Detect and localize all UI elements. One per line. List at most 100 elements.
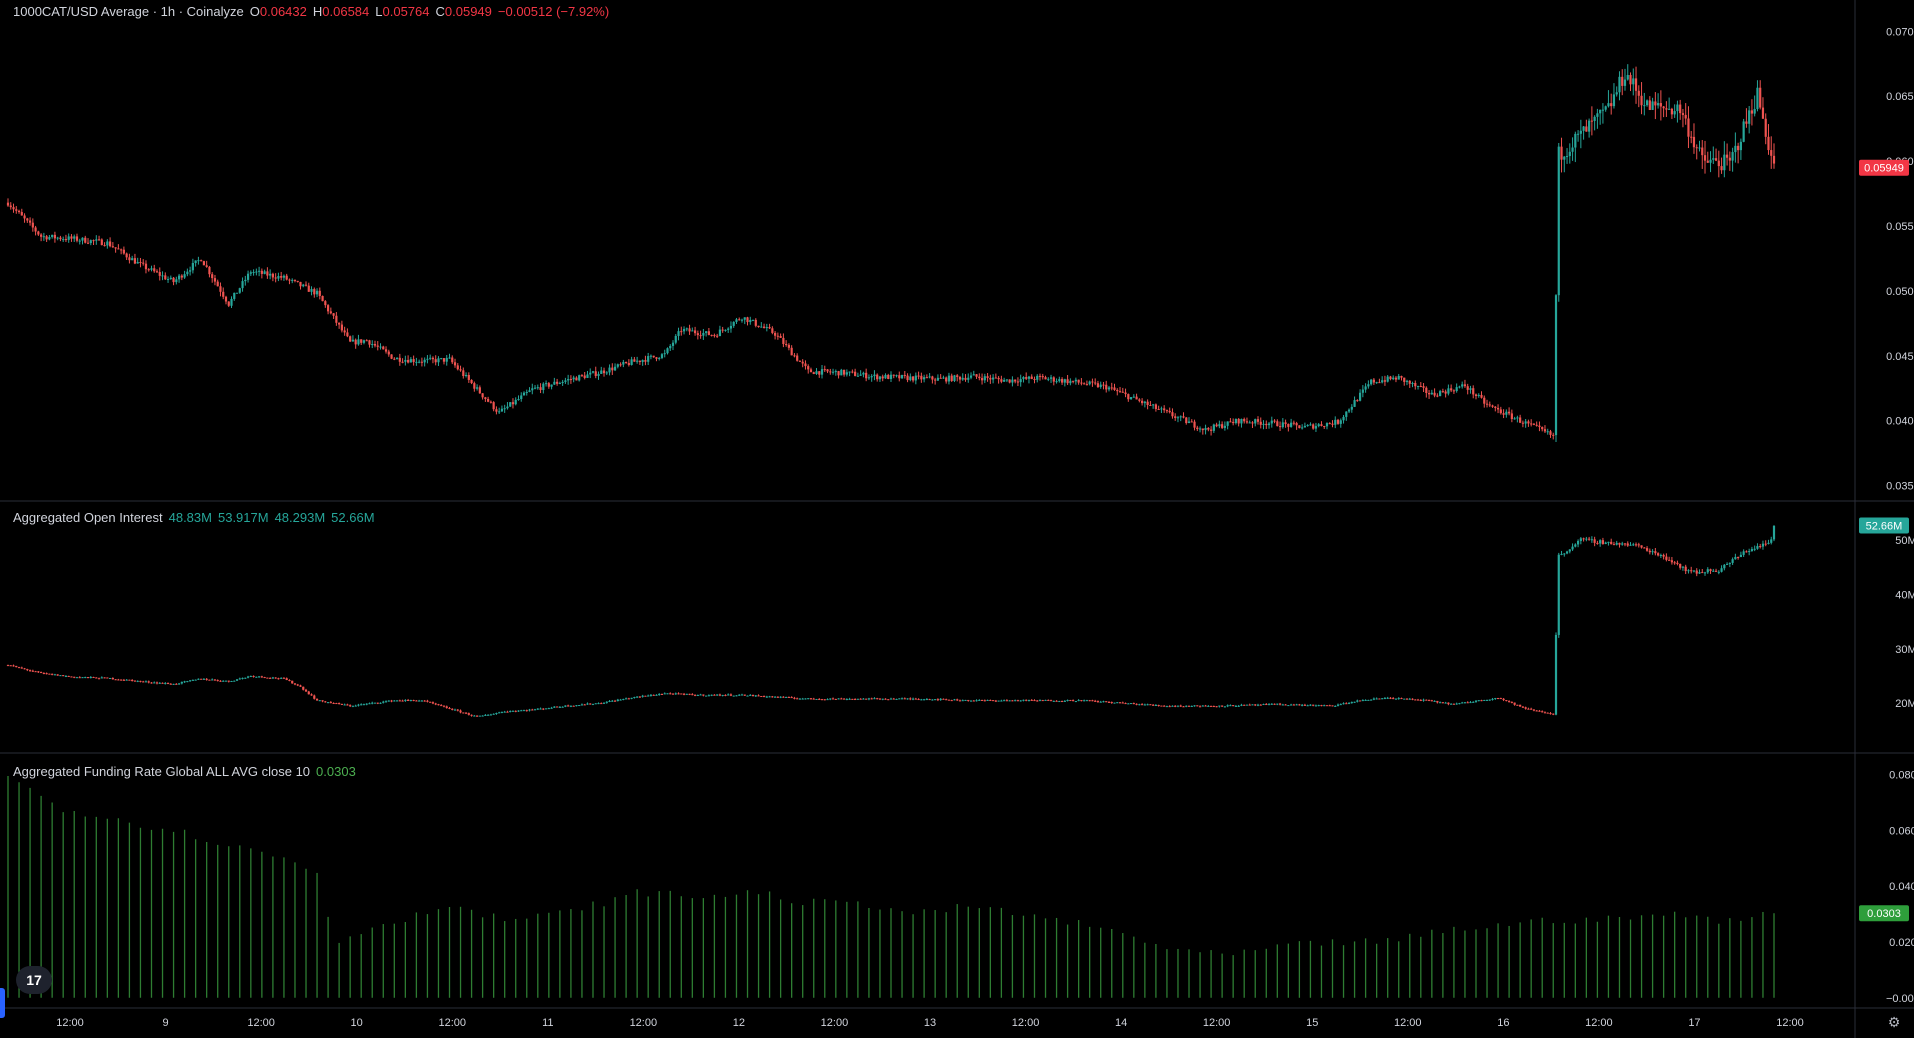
oi-candle xyxy=(1408,698,1411,700)
price-candle xyxy=(572,377,575,380)
oi-candle xyxy=(671,693,675,695)
price-candle xyxy=(757,325,760,328)
oi-candle xyxy=(746,695,749,697)
oi-candle xyxy=(1383,698,1387,700)
oi-candle xyxy=(1427,699,1431,701)
oi-candle xyxy=(404,699,407,701)
price-candle xyxy=(387,351,390,355)
oi-candle xyxy=(790,697,793,699)
oi-candle xyxy=(914,698,917,700)
oi-candle xyxy=(1761,543,1765,547)
price-candle xyxy=(1389,376,1392,380)
oi-candle xyxy=(1005,700,1008,702)
price-candle xyxy=(1347,409,1351,412)
price-candle xyxy=(498,411,501,413)
oi-candle xyxy=(1739,554,1742,558)
price-candle xyxy=(934,379,937,381)
oi-title[interactable]: Aggregated Open Interest xyxy=(13,510,163,525)
price-candle xyxy=(754,319,757,326)
oi-candle xyxy=(710,694,713,696)
price-candle xyxy=(235,292,239,294)
price-candle xyxy=(249,272,252,274)
oi-candle xyxy=(1654,551,1657,554)
price-candle xyxy=(837,371,840,376)
price-candle xyxy=(1229,421,1232,423)
oi-candle xyxy=(1168,706,1171,708)
oi-candle xyxy=(785,696,788,698)
price-candle xyxy=(1427,393,1431,395)
oi-candle xyxy=(1240,704,1243,706)
price-candle xyxy=(1201,428,1204,431)
oi-candle xyxy=(1397,698,1400,700)
side-tab[interactable] xyxy=(0,988,5,1018)
oi-candle xyxy=(787,696,791,698)
price-candle xyxy=(23,215,26,219)
oi-candle xyxy=(964,699,967,701)
price-candle xyxy=(1621,76,1624,86)
oi-candle xyxy=(983,700,986,702)
oi-candle xyxy=(735,695,738,697)
oi-candle xyxy=(837,698,840,700)
price-candle xyxy=(349,336,352,342)
oi-candle xyxy=(299,685,302,687)
time-tick: 9 xyxy=(162,1017,168,1029)
price-candle xyxy=(244,279,247,282)
price-candle xyxy=(20,212,23,216)
oi-candle xyxy=(693,694,697,696)
price-candle xyxy=(1022,377,1025,380)
time-tick: 12:00 xyxy=(56,1017,84,1029)
price-candle xyxy=(1568,151,1571,157)
price-candle xyxy=(569,379,573,381)
oi-candle xyxy=(1510,701,1513,703)
price-axis-tick: 0.06500 xyxy=(1886,91,1914,103)
price-candle xyxy=(59,237,62,240)
open-value: 0.06432 xyxy=(259,4,307,19)
price-candle xyxy=(324,301,327,306)
price-candle xyxy=(122,249,125,254)
oi-candle xyxy=(338,703,341,705)
oi-candle xyxy=(909,698,912,700)
price-candle xyxy=(1240,418,1243,424)
price-candle xyxy=(266,271,269,276)
price-candle xyxy=(1196,427,1199,430)
price-candle xyxy=(1601,109,1605,111)
price-candle xyxy=(511,402,515,405)
price-candle xyxy=(445,357,448,362)
price-candle xyxy=(1717,160,1720,167)
price-candle xyxy=(721,329,724,331)
symbol-title[interactable]: 1000CAT/USD Average · 1h · Coinalyze xyxy=(13,4,244,19)
price-candle xyxy=(1643,105,1646,107)
oi-candle xyxy=(393,700,396,702)
oi-candle xyxy=(318,700,321,702)
oi-candle xyxy=(1243,704,1246,706)
oi-candle xyxy=(1149,704,1152,706)
funding-axis-tick: 0.0200 xyxy=(1889,937,1914,949)
oi-candle xyxy=(1723,564,1726,569)
gear-icon[interactable]: ⚙ xyxy=(1887,1014,1901,1030)
price-candle xyxy=(1375,382,1378,384)
oi-candle xyxy=(503,711,506,713)
price-candle xyxy=(613,366,617,371)
oi-candle xyxy=(1452,703,1456,705)
price-candle xyxy=(1135,396,1138,400)
price-candle xyxy=(1118,391,1122,393)
oi-candle xyxy=(658,693,661,695)
oi-candle xyxy=(591,703,595,705)
oi-candle xyxy=(9,665,12,667)
price-candle xyxy=(627,363,630,365)
oi-candle xyxy=(440,705,443,707)
price-candle xyxy=(1030,376,1033,379)
oi-candle xyxy=(586,703,589,705)
price-candle xyxy=(953,375,956,381)
price-candle xyxy=(644,360,647,362)
oi-candle xyxy=(1270,703,1273,705)
funding-title[interactable]: Aggregated Funding Rate Global ALL AVG c… xyxy=(13,764,311,779)
price-candle xyxy=(1502,413,1505,415)
price-candle xyxy=(1121,391,1124,393)
price-candle xyxy=(873,374,876,377)
price-candle xyxy=(100,239,103,246)
price-candle xyxy=(602,370,606,374)
oi-candle xyxy=(120,679,123,681)
tradingview-logo[interactable]: 17 xyxy=(16,966,52,994)
